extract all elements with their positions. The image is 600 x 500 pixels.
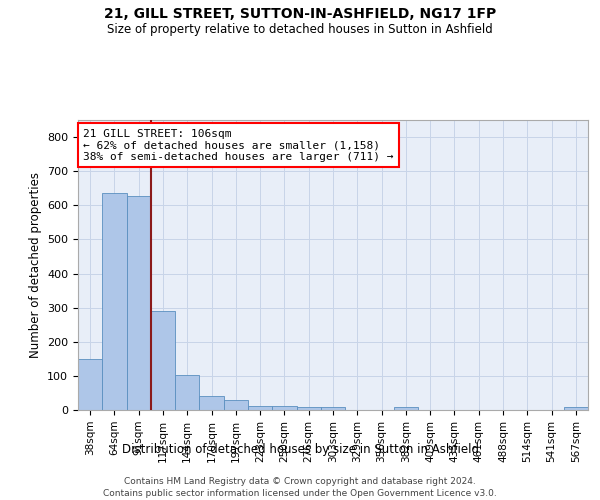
Bar: [175, 375, 199, 410]
Bar: [248, 406, 272, 410]
Bar: [78, 359, 102, 410]
Text: 21, GILL STREET, SUTTON-IN-ASHFIELD, NG17 1FP: 21, GILL STREET, SUTTON-IN-ASHFIELD, NG1…: [104, 8, 496, 22]
Bar: [564, 408, 588, 410]
Text: 21 GILL STREET: 106sqm
← 62% of detached houses are smaller (1,158)
38% of semi-: 21 GILL STREET: 106sqm ← 62% of detached…: [83, 128, 394, 162]
Bar: [272, 406, 296, 410]
Text: Distribution of detached houses by size in Sutton in Ashfield: Distribution of detached houses by size …: [121, 442, 479, 456]
Bar: [321, 406, 345, 410]
Bar: [199, 396, 224, 410]
Text: Contains public sector information licensed under the Open Government Licence v3: Contains public sector information licen…: [103, 489, 497, 498]
Text: Size of property relative to detached houses in Sutton in Ashfield: Size of property relative to detached ho…: [107, 22, 493, 36]
Bar: [296, 406, 321, 410]
Bar: [224, 400, 248, 410]
Bar: [127, 196, 151, 410]
Bar: [394, 408, 418, 410]
Text: Contains HM Land Registry data © Crown copyright and database right 2024.: Contains HM Land Registry data © Crown c…: [124, 478, 476, 486]
Y-axis label: Number of detached properties: Number of detached properties: [29, 172, 41, 358]
Bar: [151, 311, 175, 410]
Bar: [102, 194, 127, 410]
